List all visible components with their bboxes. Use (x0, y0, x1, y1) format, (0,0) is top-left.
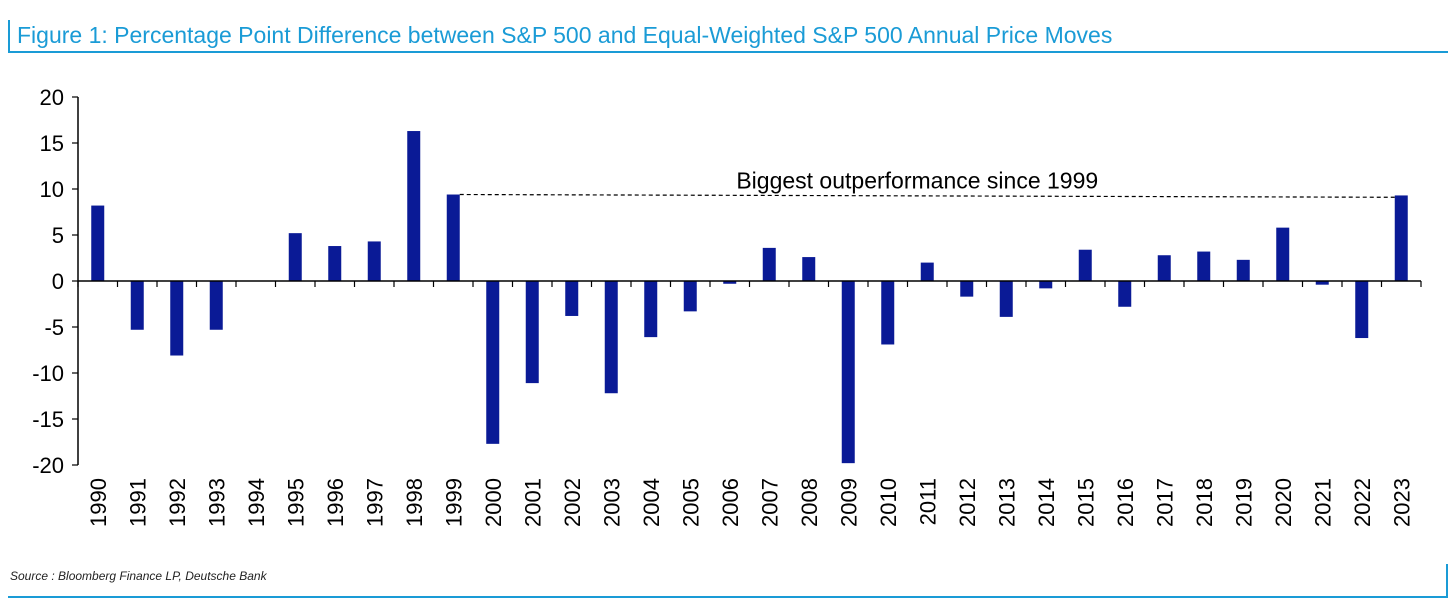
x-tick-label-2014: 2014 (1034, 478, 1059, 527)
bar-1990 (91, 205, 105, 281)
bar-2017 (1157, 255, 1171, 281)
bar-2010 (881, 281, 895, 345)
bar-1995 (288, 233, 302, 281)
bar-2023 (1394, 195, 1408, 281)
y-tick-label: 20 (40, 85, 64, 110)
bar-2006 (723, 281, 737, 284)
bar-2012 (960, 281, 974, 297)
bar-2011 (920, 262, 934, 281)
bar-2001 (525, 281, 539, 384)
bar-2008 (802, 257, 816, 281)
bar-1998 (407, 131, 421, 281)
bar-2014 (1039, 281, 1053, 289)
bar-2000 (486, 281, 500, 444)
figure-title: Figure 1: Percentage Point Difference be… (17, 22, 1113, 48)
y-tick-label: -20 (32, 453, 64, 478)
x-tick-label-2015: 2015 (1073, 478, 1098, 527)
x-tick-label-2022: 2022 (1350, 478, 1375, 527)
frame-bottom-divider (8, 596, 1448, 598)
annotation-label: Biggest outperformance since 1999 (736, 168, 1098, 194)
source-note: Source : Bloomberg Finance LP, Deutsche … (10, 569, 267, 583)
x-tick-label-1990: 1990 (86, 478, 111, 527)
bar-2019 (1236, 259, 1250, 281)
x-tick-label-2017: 2017 (1152, 478, 1177, 527)
x-tick-label-1998: 1998 (402, 478, 427, 527)
bar-1996 (328, 246, 342, 281)
x-tick-label-1997: 1997 (362, 478, 387, 527)
bar-2007 (762, 247, 776, 281)
bar-1992 (170, 281, 184, 356)
x-tick-label-2020: 2020 (1271, 478, 1296, 527)
y-tick-label: -5 (44, 315, 64, 340)
bar-1997 (367, 241, 381, 281)
y-tick-label: 15 (40, 131, 64, 156)
y-tick-label: 10 (40, 177, 64, 202)
x-tick-label-2018: 2018 (1192, 478, 1217, 527)
bar-2004 (644, 281, 658, 338)
title-divider (8, 51, 1448, 53)
x-tick-label-2012: 2012 (955, 478, 980, 527)
x-tick-label-2006: 2006 (718, 478, 743, 527)
bar-2021 (1315, 281, 1329, 285)
x-tick-label-1993: 1993 (204, 478, 229, 527)
bar-1991 (130, 281, 144, 330)
bar-2005 (683, 281, 697, 312)
x-tick-label-2009: 2009 (836, 478, 861, 527)
y-tick-label: -10 (32, 361, 64, 386)
x-tick-label-1996: 1996 (323, 478, 348, 527)
bar-2020 (1276, 227, 1290, 281)
frame-left-accent (8, 20, 10, 51)
x-tick-label-1999: 1999 (441, 478, 466, 527)
bar-1999 (446, 194, 460, 281)
bar-2013 (999, 281, 1013, 317)
bar-1993 (209, 281, 223, 330)
x-tick-label-2001: 2001 (520, 478, 545, 527)
x-tick-label-2023: 2023 (1389, 478, 1414, 527)
x-tick-label-2019: 2019 (1231, 478, 1256, 527)
x-tick-label-2021: 2021 (1310, 478, 1335, 527)
x-tick-label-2005: 2005 (678, 478, 703, 527)
x-tick-label-2003: 2003 (599, 478, 624, 527)
bar-2016 (1118, 281, 1132, 307)
bar-2009 (841, 281, 855, 464)
x-tick-label-2013: 2013 (994, 478, 1019, 527)
x-tick-label-1992: 1992 (165, 478, 190, 527)
x-tick-label-2010: 2010 (876, 478, 901, 527)
x-tick-label-2016: 2016 (1113, 478, 1138, 527)
x-tick-label-2002: 2002 (560, 478, 585, 527)
x-tick-label-2000: 2000 (481, 478, 506, 527)
x-tick-label-2007: 2007 (757, 478, 782, 527)
x-tick-label-2011: 2011 (915, 478, 940, 525)
y-tick-label: -15 (32, 407, 64, 432)
x-tick-label-1994: 1994 (244, 478, 269, 527)
x-tick-label-1991: 1991 (125, 478, 150, 527)
bar-2018 (1197, 251, 1211, 281)
bar-2002 (565, 281, 579, 316)
frame-right-accent (1446, 564, 1448, 596)
annotation-dashed-line (459, 193, 1395, 198)
x-tick-label-2008: 2008 (797, 478, 822, 527)
y-tick-label: 0 (52, 269, 64, 294)
bar-2022 (1355, 281, 1369, 339)
x-tick-label-1995: 1995 (283, 478, 308, 527)
bar-2003 (604, 281, 618, 394)
bar-2015 (1078, 249, 1092, 281)
y-tick-label: 5 (52, 223, 64, 248)
x-tick-label-2004: 2004 (639, 478, 664, 527)
